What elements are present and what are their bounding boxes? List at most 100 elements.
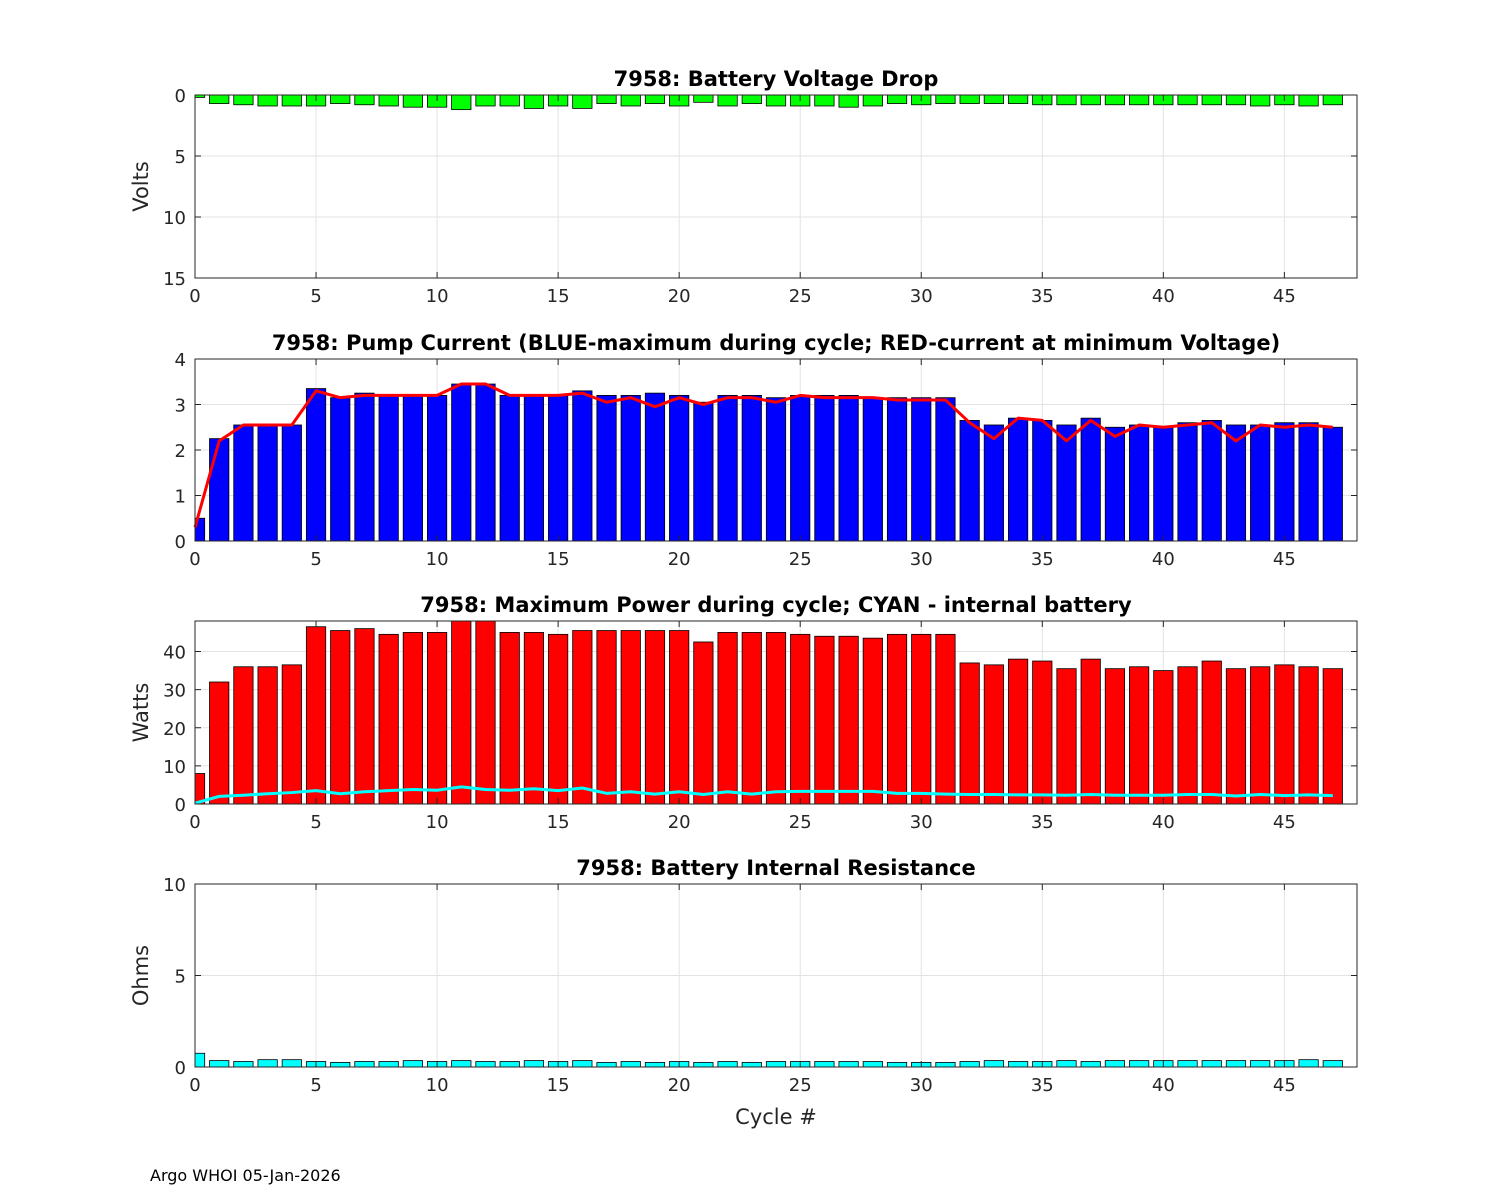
bar	[1129, 1060, 1150, 1068]
x-tick-label: 0	[189, 812, 200, 833]
bar	[451, 1060, 472, 1068]
bar	[1322, 94, 1343, 106]
bar	[354, 1061, 375, 1068]
bar	[426, 394, 448, 542]
bar	[741, 632, 762, 805]
plot-area	[195, 95, 1357, 278]
x-tick-label: 25	[789, 549, 812, 570]
bar	[402, 394, 423, 542]
bar	[451, 620, 472, 805]
y-tick-label: 0	[175, 532, 186, 553]
bar	[305, 388, 327, 542]
bar	[548, 394, 569, 542]
x-tick-label: 30	[910, 549, 933, 570]
bar	[475, 620, 496, 805]
bar	[620, 630, 641, 805]
bar	[330, 397, 351, 542]
bar	[305, 626, 327, 805]
bar	[935, 1062, 956, 1068]
x-tick-label: 40	[1152, 549, 1175, 570]
bar	[1080, 658, 1101, 805]
bar	[499, 632, 520, 805]
bar	[838, 635, 859, 805]
bar	[935, 633, 956, 805]
bar	[523, 394, 545, 542]
bar	[451, 94, 472, 111]
bar	[572, 94, 593, 109]
x-tick-label: 5	[310, 549, 321, 570]
bar	[451, 383, 472, 542]
bar	[1129, 666, 1150, 805]
bar	[838, 94, 859, 108]
bar	[523, 632, 545, 805]
bar	[1032, 420, 1053, 542]
bar	[354, 628, 375, 805]
bar	[572, 390, 593, 542]
bar	[1177, 422, 1198, 542]
x-tick-label: 15	[547, 812, 570, 833]
bar	[886, 397, 908, 542]
bar	[1177, 1060, 1198, 1068]
bar	[669, 394, 690, 542]
x-tick-label: 30	[910, 812, 933, 833]
bar	[281, 1059, 302, 1068]
bar	[644, 392, 666, 542]
bar	[644, 94, 666, 104]
bar	[1056, 668, 1077, 805]
bar	[233, 424, 254, 542]
bar	[765, 397, 787, 542]
chart-panel-1	[194, 94, 1358, 279]
x-tick-label: 35	[1031, 1075, 1054, 1096]
bar	[1177, 666, 1198, 805]
bar	[814, 635, 835, 805]
bar	[1008, 94, 1029, 104]
bar	[1104, 94, 1125, 106]
bar	[1298, 666, 1319, 805]
chart-panel-3	[194, 620, 1358, 805]
bar	[596, 630, 617, 805]
bar	[935, 94, 956, 104]
bar	[959, 662, 980, 805]
y-tick-label: 5	[175, 147, 186, 168]
bar	[1298, 1059, 1319, 1068]
x-tick-label: 10	[426, 286, 449, 307]
bar	[596, 1062, 617, 1068]
bar	[596, 394, 617, 542]
bar	[1225, 1060, 1247, 1068]
bar	[1177, 94, 1198, 106]
x-tick-label: 0	[189, 286, 200, 307]
bar	[1008, 1061, 1029, 1068]
bar	[572, 1060, 593, 1068]
x-axis-label: Cycle #	[735, 1105, 817, 1129]
x-tick-label: 5	[310, 812, 321, 833]
y-axis-label: Volts	[129, 161, 153, 212]
bar	[233, 1061, 254, 1068]
y-tick-label: 4	[175, 350, 186, 371]
x-tick-label: 40	[1152, 812, 1175, 833]
y-tick-label: 10	[163, 757, 186, 778]
bar	[983, 94, 1004, 104]
bar	[1250, 94, 1271, 107]
y-tick-label: 30	[163, 681, 186, 702]
bar	[693, 1062, 714, 1068]
chart-panel-4	[194, 883, 1358, 1068]
bar	[1201, 1060, 1222, 1068]
x-tick-label: 10	[426, 812, 449, 833]
y-tick-label: 2	[175, 441, 186, 462]
bar	[475, 94, 496, 107]
x-tick-label: 20	[668, 549, 691, 570]
y-tick-label: 0	[175, 1058, 186, 1079]
x-tick-label: 5	[310, 286, 321, 307]
bar	[644, 630, 666, 805]
x-tick-label: 15	[547, 549, 570, 570]
x-tick-label: 0	[189, 1075, 200, 1096]
x-tick-label: 35	[1031, 286, 1054, 307]
bar	[1274, 664, 1295, 805]
bar	[644, 1062, 666, 1068]
bar	[862, 637, 883, 805]
bar	[886, 94, 908, 104]
bar	[1056, 94, 1077, 106]
bar	[669, 630, 690, 805]
x-tick-label: 20	[668, 1075, 691, 1096]
